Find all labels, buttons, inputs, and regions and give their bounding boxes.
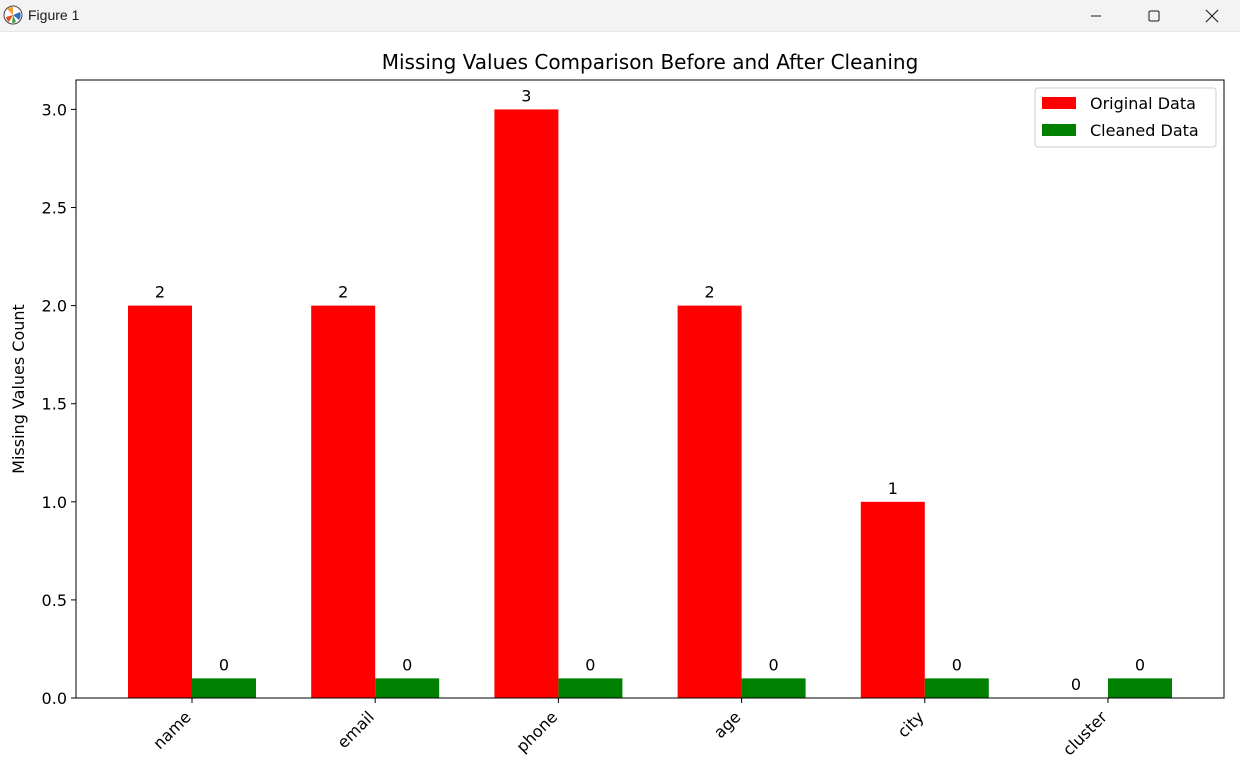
minimize-icon [1091,15,1101,17]
data-label-cleaned-name: 0 [219,655,229,674]
bar-cleaned-city [924,678,989,698]
x-axis: name email phone age city cluster [149,698,1111,759]
x-tick-label-city: city [894,707,928,741]
data-label-cleaned-city: 0 [952,655,962,674]
bar-cleaned-email [375,678,440,698]
bar-cleaned-name [192,678,256,698]
maximize-icon [1148,10,1160,22]
y-axis-label: Missing Values Count [9,304,28,474]
matplotlib-icon [3,5,23,25]
chart-title: Missing Values Comparison Before and Aft… [382,50,919,74]
y-tick-label: 1.0 [42,493,67,512]
bar-cleaned-phone [558,678,623,698]
bar-original-city [860,501,925,698]
bar-original-email [311,305,376,698]
y-tick-label: 1.5 [42,395,67,414]
data-label-original-name: 2 [155,283,165,302]
bars-layer [128,109,1172,698]
legend-label-original: Original Data [1090,94,1196,113]
legend: Original Data Cleaned Data [1034,87,1217,148]
bar-chart: Missing Values Comparison Before and Aft… [9,50,1225,759]
y-tick-label: 2.0 [42,297,67,316]
maximize-button[interactable] [1131,0,1177,32]
window-titlebar: Figure 1 [0,0,1240,32]
y-tick-label: 0.5 [42,591,67,610]
close-button[interactable] [1189,0,1235,32]
bar-original-phone [494,109,559,698]
close-icon [1205,9,1219,23]
x-tick-label-phone: phone [512,707,561,756]
data-label-cleaned-email: 0 [402,655,412,674]
data-label-original-phone: 3 [521,86,531,105]
legend-label-cleaned: Cleaned Data [1090,121,1199,140]
data-label-original-age: 2 [705,283,715,302]
data-label-cleaned-age: 0 [769,655,779,674]
window-title: Figure 1 [28,7,80,23]
plot-area-frame [75,79,1225,699]
bar-cleaned-age [741,678,806,698]
legend-swatch-cleaned [1042,124,1076,136]
data-label-original-city: 1 [888,479,898,498]
bar-cleaned-cluster [1108,678,1172,698]
bar-original-age [677,305,742,698]
y-tick-label: 3.0 [42,100,67,119]
y-axis: 0.0 0.5 1.0 1.5 2.0 2.5 3.0 [42,100,76,708]
data-label-original-cluster: 0 [1071,675,1081,694]
x-tick-label-age: age [710,707,745,742]
y-tick-label: 0.0 [42,689,67,708]
data-labels: 2 0 2 0 3 0 2 0 1 0 0 0 [155,86,1145,694]
bar-original-name [128,305,192,698]
x-tick-label-name: name [149,707,195,753]
x-tick-label-email: email [333,707,378,752]
data-label-original-email: 2 [338,283,348,302]
legend-swatch-original [1042,97,1076,109]
legend-frame [1034,87,1217,148]
minimize-button[interactable] [1073,0,1119,32]
data-label-cleaned-phone: 0 [585,655,595,674]
data-label-cleaned-cluster: 0 [1135,655,1145,674]
y-tick-label: 2.5 [42,199,67,218]
x-tick-label-cluster: cluster [1059,707,1111,759]
